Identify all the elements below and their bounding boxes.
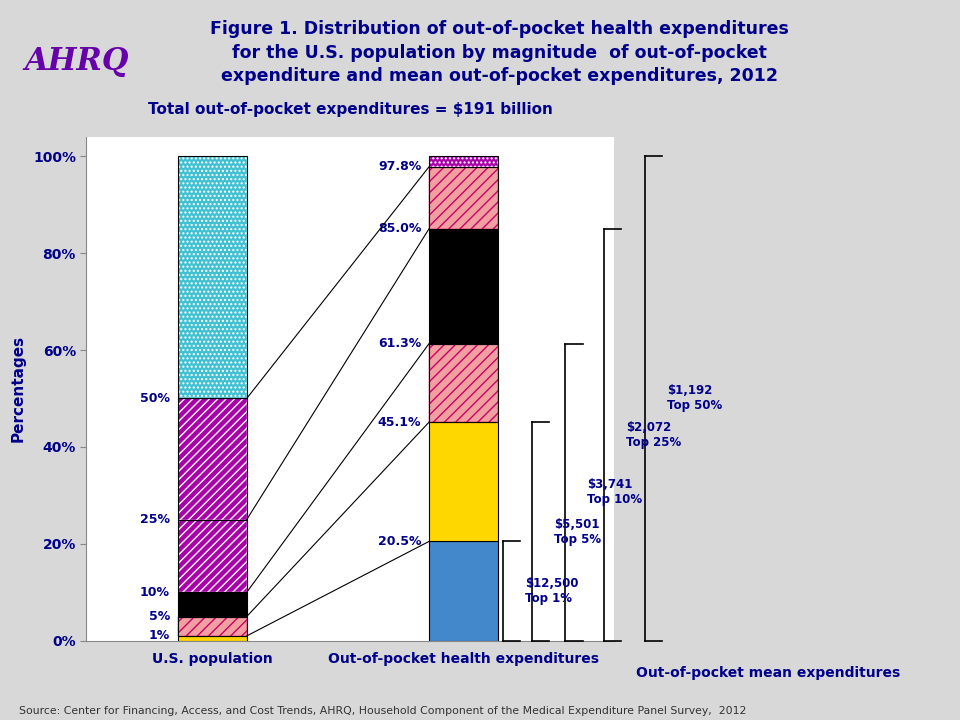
Text: $12,500
Top 1%: $12,500 Top 1% (525, 577, 579, 605)
Bar (178, 636, 247, 641)
Bar (429, 156, 498, 167)
Bar (178, 616, 247, 636)
Text: Source: Center for Financing, Access, and Cost Trends, AHRQ, Household Component: Source: Center for Financing, Access, an… (19, 706, 747, 716)
Bar (178, 398, 247, 520)
Bar (429, 343, 498, 422)
Text: 97.8%: 97.8% (378, 161, 421, 174)
Text: 50%: 50% (140, 392, 170, 405)
Bar (178, 520, 247, 593)
Text: Out-of-pocket mean expenditures: Out-of-pocket mean expenditures (636, 666, 900, 680)
Y-axis label: Percentages: Percentages (11, 336, 26, 442)
Bar (429, 167, 498, 229)
Text: $3,741
Top 10%: $3,741 Top 10% (588, 478, 642, 506)
Bar (178, 520, 247, 593)
Bar (429, 541, 498, 641)
Text: 20.5%: 20.5% (378, 535, 421, 548)
Text: Figure 1. Distribution of out-of-pocket health expenditures
for the U.S. populat: Figure 1. Distribution of out-of-pocket … (210, 20, 788, 85)
Bar (178, 398, 247, 520)
Text: AHRQ: AHRQ (25, 46, 129, 77)
Bar (429, 167, 498, 229)
Text: 10%: 10% (140, 586, 170, 599)
Text: 85.0%: 85.0% (378, 222, 421, 235)
Text: $5,501
Top 5%: $5,501 Top 5% (554, 518, 601, 546)
Bar (429, 229, 498, 343)
Bar (429, 422, 498, 541)
Bar (178, 616, 247, 636)
Text: Total out-of-pocket expenditures = $191 billion: Total out-of-pocket expenditures = $191 … (148, 102, 553, 117)
Text: 5%: 5% (149, 610, 170, 623)
Text: 61.3%: 61.3% (378, 337, 421, 350)
Bar (178, 593, 247, 616)
Bar (178, 156, 247, 398)
Text: 1%: 1% (149, 629, 170, 642)
Text: $1,192
Top 50%: $1,192 Top 50% (667, 384, 722, 413)
Text: 25%: 25% (140, 513, 170, 526)
Bar (429, 156, 498, 167)
Bar (429, 343, 498, 422)
Text: 45.1%: 45.1% (378, 415, 421, 428)
Text: $2,072
Top 25%: $2,072 Top 25% (626, 420, 681, 449)
Bar (178, 156, 247, 398)
